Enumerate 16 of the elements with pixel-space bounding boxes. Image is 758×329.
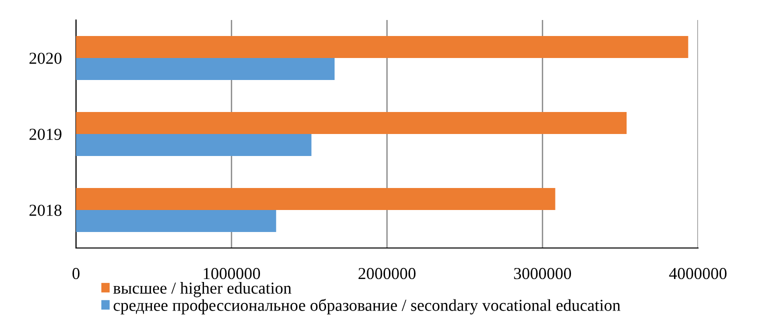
bar — [76, 36, 688, 58]
y-tick-label: 2020 — [30, 52, 62, 64]
y-tick-label: 2018 — [30, 204, 62, 216]
bar — [76, 58, 335, 80]
bar — [76, 134, 312, 156]
bar — [76, 210, 276, 232]
x-tick-label: 3000000 — [514, 268, 572, 280]
y-tick-label: 2019 — [30, 128, 62, 140]
x-tick-label: 4000000 — [669, 268, 727, 280]
bar — [76, 188, 556, 210]
bar — [76, 112, 627, 134]
legend-label: среднее профессиональное образование / secondary vocational education — [114, 298, 620, 314]
x-tick-label: 0 — [72, 268, 80, 280]
x-tick-label: 1000000 — [204, 268, 260, 280]
x-tick-label: 2000000 — [358, 268, 416, 280]
legend-label: высшее / higher education — [113, 282, 292, 298]
